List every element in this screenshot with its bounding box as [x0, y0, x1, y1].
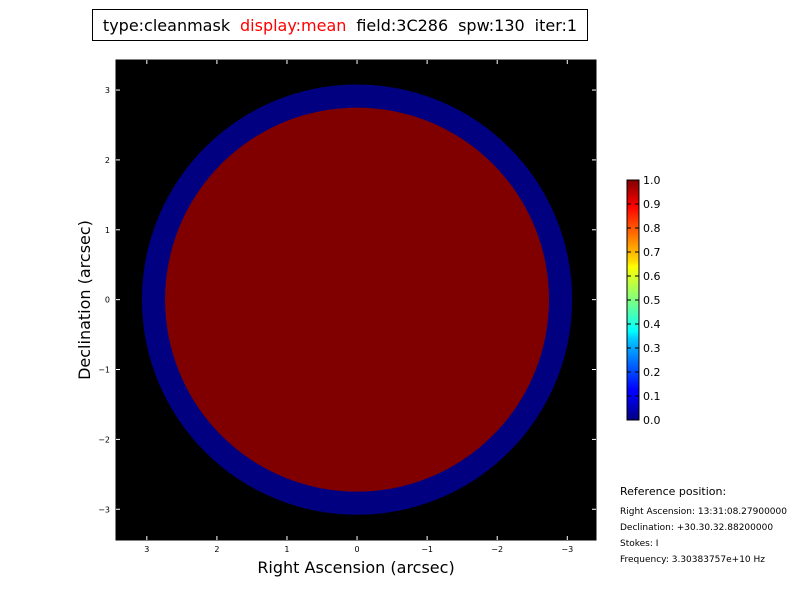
x-tick-label: 2	[214, 545, 219, 554]
mask-region-1	[165, 107, 550, 492]
y-tick-label: 0	[105, 296, 110, 305]
y-tick-label: 1	[105, 226, 110, 235]
y-tick-label: −3	[98, 505, 110, 514]
colorbar-tick-label: 0.7	[643, 246, 661, 259]
reference-heading: Reference position:	[620, 485, 727, 498]
title-iter: iter:1	[534, 15, 578, 35]
colorbar-tick-label: 0.9	[643, 198, 661, 211]
colorbar-tick-label: 0.3	[643, 342, 661, 355]
colorbar-tick-label: 1.0	[643, 174, 661, 187]
x-tick-label: −3	[561, 545, 573, 554]
colorbar-tick-label: 0.2	[643, 366, 661, 379]
y-tick-label: 2	[105, 156, 110, 165]
colorbar-tick-label: 0.4	[643, 318, 661, 331]
y-tick-label: 3	[105, 86, 110, 95]
plot-title: type:cleanmask display:mean field:3C286 …	[92, 9, 588, 41]
x-tick-label: −1	[421, 545, 433, 554]
reference-ra: Right Ascension: 13:31:08.27900000	[620, 507, 787, 517]
colorbar-tick-label: 0.1	[643, 390, 661, 403]
x-tick-label: 3	[144, 545, 149, 554]
x-tick-label: 0	[355, 545, 360, 554]
reference-frequency: Frequency: 3.30383757e+10 Hz	[620, 555, 766, 565]
reference-stokes: Stokes: I	[620, 539, 659, 549]
title-type: type:cleanmask	[102, 15, 231, 35]
colorbar-tick-label: 0.6	[643, 270, 661, 283]
y-axis-label: Declination (arcsec)	[75, 220, 94, 380]
title-spw: spw:130	[458, 15, 525, 35]
colorbar-tick-label: 0.5	[643, 294, 661, 307]
y-tick-label: −1	[98, 366, 110, 375]
x-tick-label: −2	[491, 545, 503, 554]
colorbar-tick-label: 0.0	[643, 414, 661, 427]
y-tick-label: −2	[98, 435, 110, 444]
reference-dec: Declination: +30.30.32.88200000	[620, 523, 774, 533]
x-tick-label: 1	[284, 545, 289, 554]
x-axis-label: Right Ascension (arcsec)	[257, 558, 454, 577]
colorbar-tick-label: 0.8	[643, 222, 661, 235]
title-display: display:mean	[240, 15, 347, 35]
reference-position: Reference position: Right Ascension: 13:…	[620, 485, 787, 568]
title-field: field:3C286	[356, 15, 449, 35]
